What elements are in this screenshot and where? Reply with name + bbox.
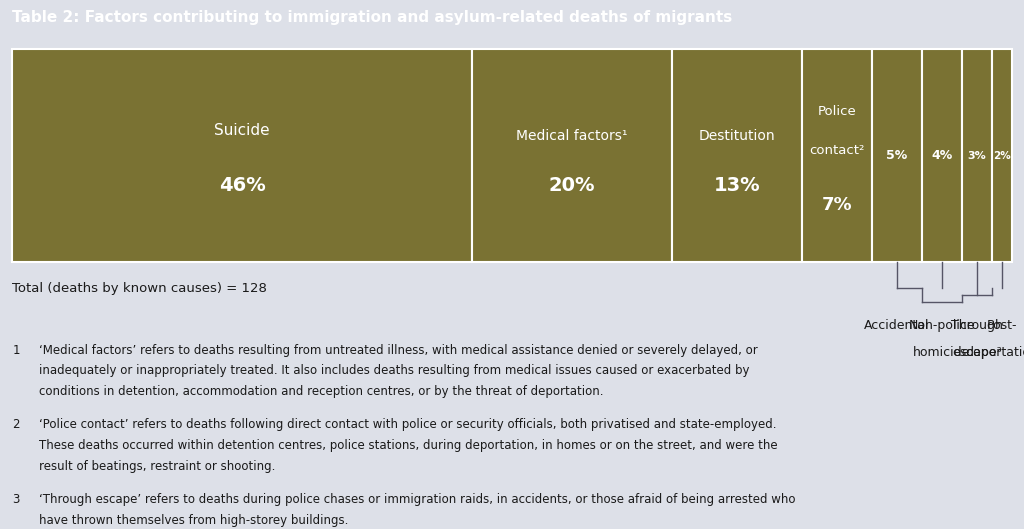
Text: 2: 2 bbox=[12, 418, 19, 431]
Text: Suicide: Suicide bbox=[214, 123, 270, 139]
Text: Accidental: Accidental bbox=[864, 319, 930, 332]
Text: 46%: 46% bbox=[219, 176, 265, 195]
Text: contact²: contact² bbox=[809, 144, 864, 157]
Text: Non-police: Non-police bbox=[908, 319, 975, 332]
Text: 13%: 13% bbox=[714, 176, 760, 195]
Text: Police: Police bbox=[817, 105, 856, 117]
Text: ‘Medical factors’ refers to deaths resulting from untreated illness, with medica: ‘Medical factors’ refers to deaths resul… bbox=[39, 343, 758, 357]
Text: homicide: homicide bbox=[913, 346, 971, 359]
Text: conditions in detention, accommodation and reception centres, or by the threat o: conditions in detention, accommodation a… bbox=[39, 385, 603, 398]
Text: 3: 3 bbox=[12, 493, 19, 506]
Text: Table 2: Factors contributing to immigration and asylum-related deaths of migran: Table 2: Factors contributing to immigra… bbox=[12, 10, 732, 25]
Text: ‘Police contact’ refers to deaths following direct contact with police or securi: ‘Police contact’ refers to deaths follow… bbox=[39, 418, 776, 431]
Text: Post-: Post- bbox=[986, 319, 1017, 332]
Text: Medical factors¹: Medical factors¹ bbox=[516, 129, 628, 143]
Text: ‘Through escape’ refers to deaths during police chases or immigration raids, in : ‘Through escape’ refers to deaths during… bbox=[39, 493, 796, 506]
Bar bbox=[802, 49, 871, 262]
Text: 1: 1 bbox=[12, 343, 19, 357]
Text: 2%: 2% bbox=[993, 151, 1011, 161]
Text: 4%: 4% bbox=[931, 149, 952, 162]
Text: escape³: escape³ bbox=[952, 346, 1001, 359]
Bar bbox=[962, 49, 991, 262]
Bar bbox=[922, 49, 962, 262]
Text: Total (deaths by known causes) = 128: Total (deaths by known causes) = 128 bbox=[12, 281, 267, 295]
Text: 20%: 20% bbox=[549, 176, 595, 195]
Text: Destitution: Destitution bbox=[698, 129, 775, 143]
Text: These deaths occurred within detention centres, police stations, during deportat: These deaths occurred within detention c… bbox=[39, 439, 777, 452]
Bar bbox=[991, 49, 1012, 262]
Text: result of beatings, restraint or shooting.: result of beatings, restraint or shootin… bbox=[39, 460, 275, 473]
Text: 3%: 3% bbox=[968, 151, 986, 161]
Bar bbox=[871, 49, 922, 262]
Text: inadequately or inappropriately treated. It also includes deaths resulting from : inadequately or inappropriately treated.… bbox=[39, 364, 750, 377]
Text: have thrown themselves from high-storey buildings.: have thrown themselves from high-storey … bbox=[39, 514, 348, 527]
Bar bbox=[12, 49, 472, 262]
Text: deportation: deportation bbox=[966, 346, 1024, 359]
Text: Through: Through bbox=[951, 319, 1002, 332]
Bar bbox=[672, 49, 802, 262]
Bar bbox=[472, 49, 672, 262]
Text: 7%: 7% bbox=[821, 196, 852, 214]
Text: 5%: 5% bbox=[886, 149, 907, 162]
